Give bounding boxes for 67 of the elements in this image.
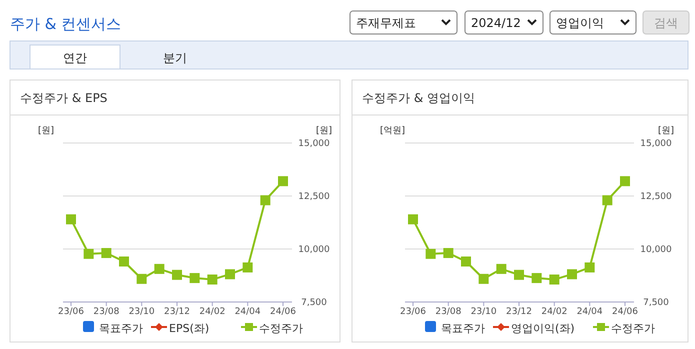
x-tick-label: 24/04: [234, 307, 261, 317]
point: [101, 248, 112, 258]
y-axis-title: [원]: [38, 126, 54, 136]
x-tick-label: 24/02: [199, 307, 226, 317]
chart-title: 수정주가 & 영업이익: [362, 91, 475, 105]
point: [84, 248, 94, 259]
point: [207, 274, 218, 285]
point: [549, 274, 560, 285]
point: [443, 248, 454, 258]
y2-tick-label: 12,500: [640, 192, 672, 202]
point: [154, 264, 164, 274]
point: [225, 269, 235, 280]
point: [172, 270, 182, 280]
point: [278, 176, 288, 186]
x-tick-label: 23/10: [470, 307, 497, 317]
chart-title: 수정주가 & EPS: [20, 91, 108, 105]
point: [567, 269, 577, 280]
x-tick-label: 24/06: [270, 307, 296, 317]
text: 주가 & 컨센서스: [10, 15, 122, 33]
legend-label: 수정주가: [259, 322, 303, 335]
x-tick-label: 23/12: [506, 307, 532, 317]
legend-label: 목표주가: [441, 322, 485, 335]
legend-label: EPS(좌): [169, 322, 210, 335]
text: 검색: [654, 16, 678, 30]
y2-axis-title: [원]: [316, 126, 332, 136]
text: 주재무제표: [356, 16, 416, 30]
y2-tick-label: 7,500: [301, 298, 328, 308]
point: [260, 195, 270, 206]
y2-tick-label: 15,000: [640, 139, 672, 149]
x-tick-label: 24/04: [576, 307, 603, 317]
point: [66, 214, 76, 224]
x-tick-label: 23/08: [435, 307, 462, 317]
y2-tick-label: 15,000: [298, 139, 330, 149]
x-tick-label: 23/06: [400, 307, 426, 317]
point: [426, 248, 436, 259]
point: [584, 262, 595, 272]
point: [620, 176, 630, 186]
y2-tick-label: 10,000: [298, 245, 330, 255]
y-axis-title: [억원]: [380, 126, 406, 136]
y2-tick-label: 7,500: [643, 298, 670, 308]
point: [136, 274, 147, 284]
point: [478, 274, 489, 284]
point: [532, 273, 542, 284]
text: 연간: [63, 51, 87, 65]
x-tick-label: 24/06: [612, 307, 638, 317]
y2-axis-title: [원]: [658, 126, 674, 136]
point: [242, 262, 253, 272]
point: [514, 270, 524, 280]
legend-label: 영업이익(좌): [511, 322, 575, 335]
y2-tick-label: 10,000: [640, 245, 672, 255]
point: [190, 273, 200, 284]
x-tick-label: 23/08: [93, 307, 120, 317]
legend-label: 수정주가: [611, 322, 655, 335]
point: [602, 195, 612, 206]
text: 분기: [163, 51, 187, 65]
x-tick-label: 23/12: [164, 307, 190, 317]
x-tick-label: 23/10: [128, 307, 155, 317]
point: [496, 264, 506, 274]
point: [461, 256, 471, 267]
x-tick-label: 23/06: [58, 307, 84, 317]
legend-label: 목표주가: [99, 322, 143, 335]
text: 영업이익: [556, 16, 604, 30]
y2-tick-label: 12,500: [298, 192, 330, 202]
x-tick-label: 24/02: [541, 307, 568, 317]
text: 2024/12: [471, 16, 521, 30]
point: [408, 214, 418, 224]
point: [119, 256, 129, 267]
